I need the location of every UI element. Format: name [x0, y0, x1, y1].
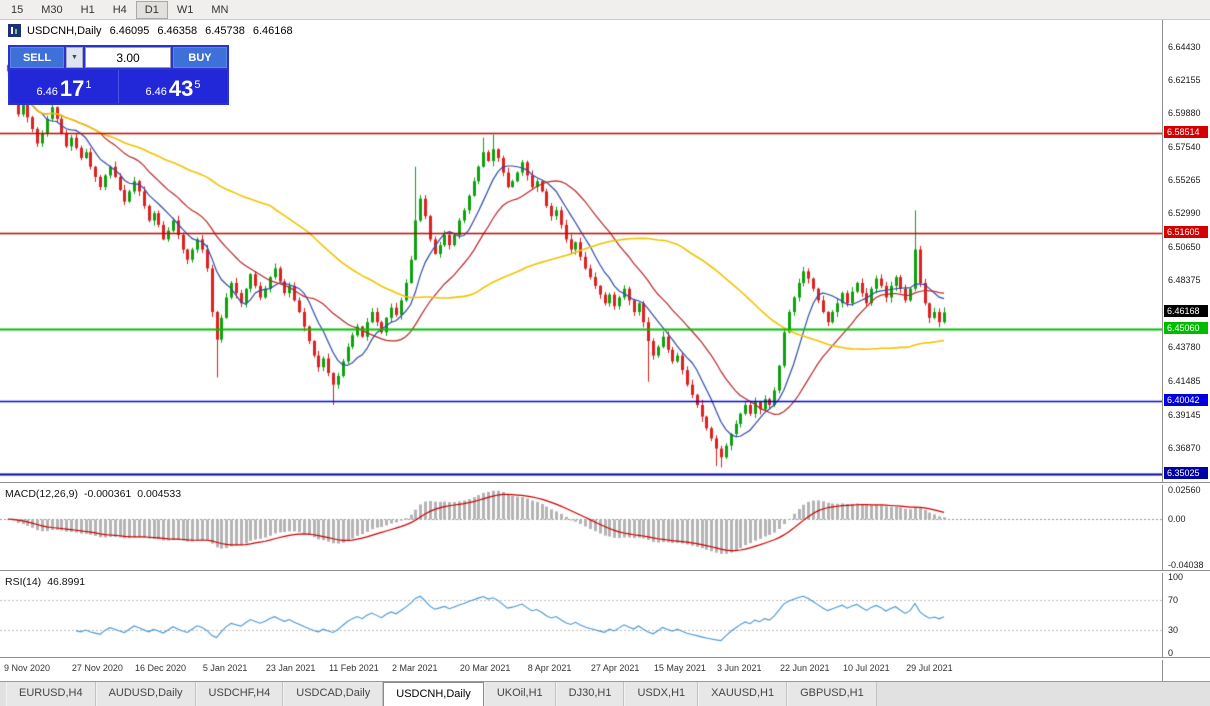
price-badge: 6.58514: [1164, 126, 1208, 139]
one-click-trading-panel: SELL ▼ BUY 6.46 17 1 6.46 43 5: [8, 45, 229, 105]
macd-scale-label: 0.00: [1168, 514, 1186, 525]
tab-ukoil-h1[interactable]: UKOil,H1: [483, 682, 556, 706]
buy-price-big: 43: [168, 76, 194, 101]
price-axis-label: 6.48375: [1168, 275, 1201, 286]
date-axis-label: 10 Jul 2021: [843, 663, 890, 673]
date-axis-label: 3 Jun 2021: [716, 663, 762, 673]
volume-dropdown-button[interactable]: ▼: [66, 47, 83, 68]
macd-scale-label: 0.02560: [1168, 485, 1201, 495]
panel-divider: [0, 657, 1210, 660]
macd-indicator-chart[interactable]: [0, 485, 1162, 570]
ohlc-low: 6.45738: [205, 24, 245, 37]
price-axis-label: 6.50650: [1168, 242, 1201, 253]
price-badge: 6.40042: [1164, 394, 1208, 407]
panel-divider[interactable]: [0, 570, 1210, 573]
price-badge: 6.51605: [1164, 226, 1208, 239]
date-axis-label: 9 Nov 2020: [4, 663, 51, 673]
macd-value-main: -0.000361: [83, 488, 132, 500]
sell-price-small: 6.46: [36, 86, 58, 98]
price-axis-label: 6.57540: [1168, 142, 1201, 153]
date-axis[interactable]: 9 Nov 2020 27 Nov 2020 16 Dec 2020 5 Jan 20…: [0, 658, 1162, 681]
price-axis-label: 6.52990: [1168, 208, 1201, 219]
date-axis-label: 8 Apr 2021: [527, 663, 572, 673]
chevron-down-icon: ▼: [71, 54, 78, 61]
macd-label: MACD(12,26,9) -0.000361 0.004533: [5, 488, 181, 500]
chart-symbol-label: USDCNH,Daily: [27, 24, 102, 37]
timeframe-button-d1[interactable]: D1: [135, 0, 168, 19]
rsi-scale-label: 100: [1168, 572, 1184, 582]
price-axis-label: 6.62155: [1168, 75, 1201, 86]
timeframe-button-mn[interactable]: MN: [211, 3, 229, 16]
price-axis-label: 6.43780: [1168, 342, 1201, 353]
timeframe-button-w1[interactable]: W1: [176, 3, 194, 16]
buy-price-sup: 5: [194, 79, 201, 91]
tab-eurusd-h4[interactable]: EURUSD,H4: [6, 682, 96, 706]
tab-gbpusd-h1[interactable]: GBPUSD,H1: [787, 682, 877, 706]
price-axis-label: 6.39145: [1168, 409, 1201, 420]
timeframe-button-m30[interactable]: M30: [41, 3, 63, 16]
price-axis-label: 6.64430: [1168, 42, 1201, 53]
date-axis-label: 27 Apr 2021: [590, 663, 640, 673]
rsi-scale-label: 70: [1168, 594, 1179, 605]
chart-window-icon: [8, 24, 21, 37]
price-badge: 6.45060: [1164, 321, 1208, 334]
macd-scale-label: -0.04038: [1168, 560, 1204, 570]
ohlc-open: 6.46095: [109, 24, 150, 37]
timeframe-button-15[interactable]: 15: [11, 3, 24, 16]
panel-divider[interactable]: [0, 482, 1210, 485]
price-axis-label: 6.41485: [1168, 375, 1201, 386]
chart-tabs-bar: EURUSD,H4 AUDUSD,Daily USDCHF,H4 USDCAD,Dai…: [0, 681, 1210, 706]
timeframe-button-h4[interactable]: H4: [112, 3, 127, 16]
date-axis-label: 11 Feb 2021: [328, 663, 379, 673]
price-separator: [118, 70, 119, 103]
timeframe-button-h1[interactable]: H1: [80, 3, 95, 16]
rsi-indicator-chart[interactable]: [0, 573, 1162, 657]
tab-usdx-h1[interactable]: USDX,H1: [624, 682, 699, 706]
macd-name: MACD(12,26,9): [5, 488, 78, 500]
tab-xauusd-h1[interactable]: XAUUSD,H1: [698, 682, 788, 706]
tab-usdcnh-daily[interactable]: USDCNH,Daily: [383, 682, 484, 706]
date-axis-label: 20 Mar 2021: [459, 663, 511, 673]
tab-usdchf-h4[interactable]: USDCHF,H4: [195, 682, 284, 706]
date-axis-label: 2 Mar 2021: [392, 663, 438, 673]
tab-usdcad-daily[interactable]: USDCAD,Daily: [283, 682, 384, 706]
volume-input[interactable]: [85, 47, 171, 68]
rsi-name: RSI(14): [5, 576, 42, 588]
tab-dj30-h1[interactable]: DJ30,H1: [555, 682, 625, 706]
price-badge: 6.35025: [1164, 467, 1208, 480]
rsi-value: 46.8991: [47, 576, 86, 588]
chart-title: USDCNH,Daily 6.46095 6.46358 6.45738 6.4…: [8, 24, 293, 37]
buy-price-small: 6.46: [145, 86, 167, 98]
timeframe-toolbar: 15 M30 H1 H4 D1 W1 MN: [0, 0, 1210, 20]
buy-button[interactable]: BUY: [173, 47, 227, 68]
ohlc-close: 6.46168: [252, 24, 293, 37]
sell-price-sup: 1: [85, 79, 92, 91]
sell-price-big: 17: [59, 76, 85, 101]
date-axis-label: 15 May 2021: [653, 663, 706, 673]
date-axis-label: 22 Jun 2021: [780, 663, 830, 673]
price-axis-label: 6.59880: [1168, 108, 1201, 119]
sell-button[interactable]: SELL: [10, 47, 64, 68]
tab-audusd-daily[interactable]: AUDUSD,Daily: [95, 682, 196, 706]
sell-price-display[interactable]: 6.46 17 1: [10, 70, 118, 103]
date-axis-label: 29 Jul 2021: [906, 663, 953, 673]
macd-value-signal: 0.004533: [137, 488, 182, 500]
rsi-label: RSI(14) 46.8991: [5, 576, 85, 588]
date-axis-label: 16 Dec 2020: [134, 663, 186, 673]
price-badge: 6.46168: [1164, 305, 1208, 318]
rsi-scale-label: 0: [1168, 648, 1174, 658]
price-axis-label: 6.55265: [1168, 175, 1201, 186]
rsi-scale-label: 30: [1168, 625, 1179, 636]
date-axis-label: 5 Jan 2021: [202, 663, 248, 673]
price-axis[interactable]: 6.64430 6.62155 6.59880 6.57540 6.55265 6.529…: [1162, 20, 1210, 681]
date-axis-label: 27 Nov 2020: [71, 663, 123, 673]
ohlc-high: 6.46358: [157, 24, 198, 37]
date-axis-label: 23 Jan 2021: [265, 663, 316, 673]
buy-price-display[interactable]: 6.46 43 5: [119, 70, 227, 103]
price-axis-label: 6.36870: [1168, 442, 1201, 453]
